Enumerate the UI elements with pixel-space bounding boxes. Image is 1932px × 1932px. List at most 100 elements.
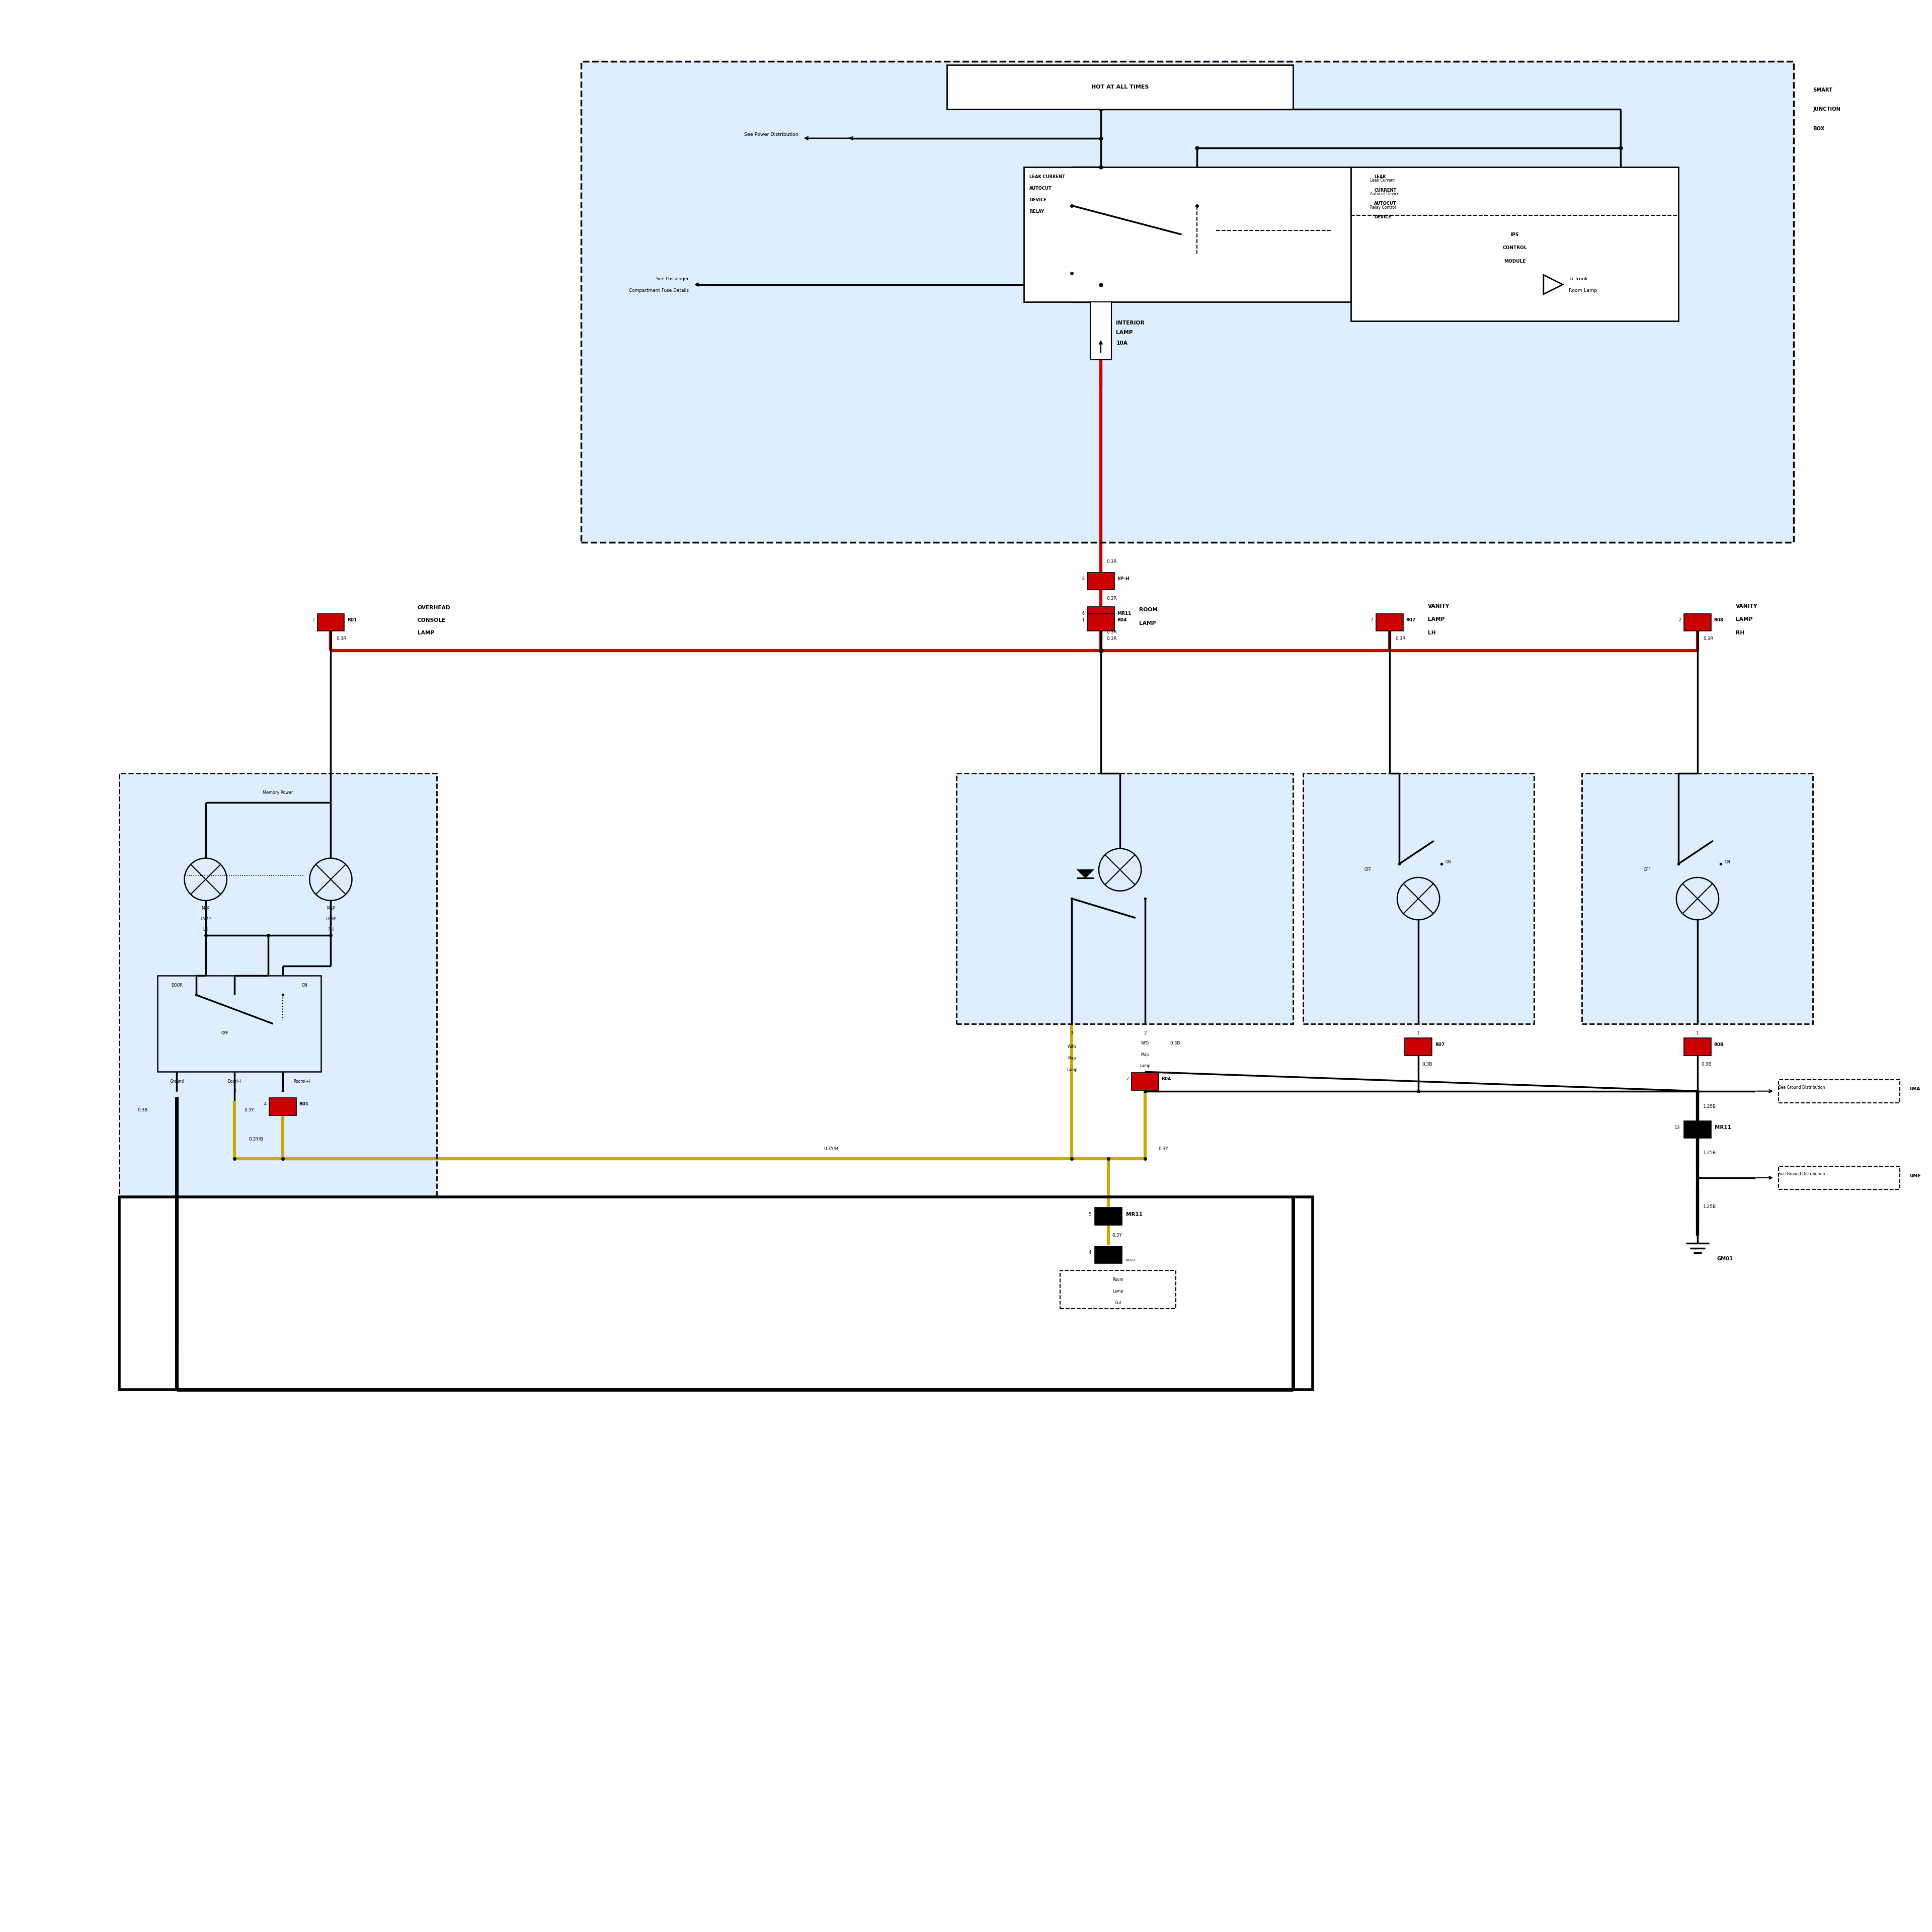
Text: 2: 2: [1679, 618, 1681, 622]
Text: R08: R08: [1714, 618, 1723, 622]
Text: LAMP: LAMP: [1737, 616, 1752, 622]
Bar: [1024, 168, 1350, 301]
Text: 4: 4: [1088, 1250, 1092, 1254]
Text: Relay Control: Relay Control: [1370, 205, 1397, 211]
Text: R07: R07: [1406, 618, 1416, 622]
Text: 0.3Y/B: 0.3Y/B: [249, 1138, 263, 1142]
Text: 0.3B: 0.3B: [137, 1109, 149, 1113]
Bar: [1088, 607, 1115, 624]
Text: VANITY: VANITY: [1737, 603, 1758, 609]
Bar: [582, 62, 1793, 543]
Text: 0.3R: 0.3R: [1107, 630, 1117, 634]
Text: 4: 4: [282, 1090, 284, 1094]
Text: R04: R04: [1161, 1076, 1171, 1082]
Text: 1: 1: [1416, 1032, 1420, 1036]
Text: Ground: Ground: [170, 1080, 184, 1084]
Bar: [582, 62, 1793, 543]
Text: MR11: MR11: [1716, 1124, 1731, 1130]
Text: 0.3R: 0.3R: [336, 636, 348, 641]
Bar: [1350, 168, 1679, 321]
Text: Lamp: Lamp: [1066, 1068, 1078, 1072]
Text: 0.3Y: 0.3Y: [1159, 1146, 1169, 1151]
Text: LEAK: LEAK: [1374, 174, 1385, 180]
Bar: [1405, 1037, 1432, 1055]
Text: BCM: BCM: [1126, 1250, 1138, 1256]
Text: See Passenger: See Passenger: [657, 276, 690, 280]
Bar: [1132, 1072, 1159, 1090]
Text: ON: ON: [1725, 860, 1731, 864]
Text: 0.3R: 0.3R: [1704, 636, 1714, 641]
Text: VANITY: VANITY: [1428, 603, 1449, 609]
Bar: [317, 614, 344, 632]
Text: Autocut Device: Autocut Device: [1370, 191, 1399, 197]
Text: R07: R07: [1435, 1041, 1445, 1047]
Polygon shape: [1076, 869, 1094, 879]
Bar: [1302, 773, 1534, 1024]
Text: RH: RH: [328, 927, 334, 931]
Text: GM01: GM01: [1718, 1256, 1733, 1262]
Text: MAP: MAP: [327, 906, 334, 910]
Text: Lamp: Lamp: [1140, 1065, 1150, 1068]
Text: LAMP: LAMP: [201, 918, 211, 922]
Text: CURRENT: CURRENT: [1374, 187, 1397, 193]
Text: RH: RH: [1737, 630, 1745, 636]
Text: M02-C: M02-C: [1126, 1258, 1136, 1262]
Text: 0.3R: 0.3R: [1107, 597, 1117, 601]
Text: 2: 2: [1126, 1076, 1128, 1082]
Text: 0.3R: 0.3R: [1107, 560, 1117, 564]
Text: LAMP: LAMP: [417, 630, 435, 636]
Bar: [1088, 572, 1115, 589]
Text: DEVICE: DEVICE: [1374, 214, 1391, 220]
Text: Lamp: Lamp: [1113, 1289, 1122, 1294]
Text: ON: ON: [1445, 860, 1451, 864]
Text: SMART: SMART: [1812, 87, 1833, 93]
Text: Memory Power: Memory Power: [263, 790, 294, 794]
Bar: [1095, 1246, 1122, 1264]
Text: Leak Current: Leak Current: [1370, 178, 1395, 184]
Text: CONSOLE: CONSOLE: [417, 618, 446, 622]
Text: Room Lamp: Room Lamp: [1569, 288, 1598, 292]
Text: LAMP: LAMP: [1117, 330, 1132, 334]
Text: 0.3B: 0.3B: [1171, 1041, 1180, 1045]
Text: LH: LH: [1428, 630, 1435, 636]
Text: 0.3B: 0.3B: [1422, 1063, 1432, 1066]
Text: 6: 6: [1082, 611, 1084, 616]
Text: LEAK CURRENT: LEAK CURRENT: [1030, 174, 1065, 180]
Bar: [956, 773, 1293, 1024]
Text: 4: 4: [265, 1101, 267, 1107]
Text: OFF: OFF: [220, 1032, 228, 1036]
Text: IPS: IPS: [1511, 232, 1519, 238]
Text: 1: 1: [1696, 1032, 1698, 1036]
Bar: [1685, 614, 1712, 632]
Text: 1: 1: [1082, 618, 1084, 622]
Text: 2: 2: [1144, 1032, 1146, 1036]
Bar: [1582, 773, 1812, 1024]
Bar: [1302, 773, 1534, 1024]
Text: CONTROL: CONTROL: [1503, 245, 1526, 251]
Text: DEVICE: DEVICE: [1030, 197, 1047, 203]
Text: 2: 2: [1370, 618, 1374, 622]
Text: LH: LH: [203, 927, 209, 931]
Text: 1.25B: 1.25B: [1704, 1105, 1716, 1109]
Text: 0.3B: 0.3B: [1702, 1063, 1712, 1066]
Text: R08: R08: [1714, 1041, 1723, 1047]
Text: Map: Map: [1142, 1053, 1150, 1057]
Text: URA: URA: [1909, 1088, 1920, 1092]
Bar: [1777, 1080, 1899, 1103]
Text: R01: R01: [299, 1101, 309, 1107]
Bar: [120, 773, 437, 1198]
Text: I/P-H: I/P-H: [1117, 576, 1130, 582]
Text: 5: 5: [1088, 1211, 1092, 1217]
Text: Compartment Fuse Details: Compartment Fuse Details: [630, 288, 690, 292]
Text: 1: 1: [176, 1090, 178, 1094]
Text: MODULE: MODULE: [1503, 259, 1526, 263]
Text: 3: 3: [1070, 1032, 1074, 1036]
Text: OFF: OFF: [1364, 867, 1372, 871]
Bar: [1095, 1208, 1122, 1225]
Bar: [1376, 614, 1403, 632]
Text: See Power Distribution: See Power Distribution: [744, 131, 798, 137]
Text: 2: 2: [311, 618, 315, 622]
Text: AUTOCUT: AUTOCUT: [1030, 185, 1053, 191]
Text: LAMP: LAMP: [1428, 616, 1445, 622]
Text: LAMP: LAMP: [1140, 620, 1155, 626]
